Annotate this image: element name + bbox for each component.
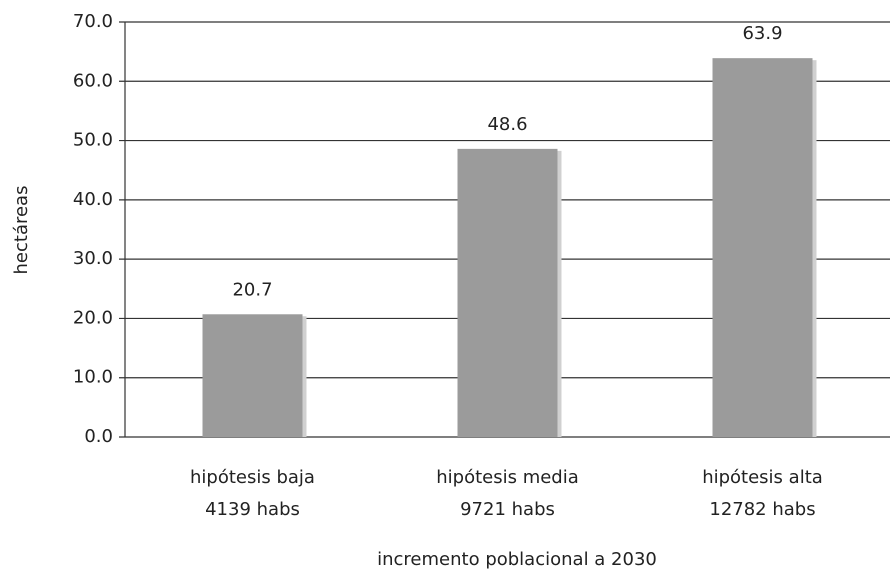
y-tick-label: 50.0 xyxy=(73,130,113,151)
value-label: 63.9 xyxy=(742,23,782,44)
y-tick-label: 20.0 xyxy=(73,307,113,328)
y-tick-label: 40.0 xyxy=(73,189,113,210)
y-tick-label: 70.0 xyxy=(73,11,113,32)
bar xyxy=(712,58,813,438)
y-tick-label: 0.0 xyxy=(84,426,113,447)
x-tick-label: hipótesis baja 4139 habs xyxy=(190,467,315,520)
x-tick-label: hipótesis alta 12782 habs xyxy=(702,467,823,520)
bar xyxy=(457,148,558,437)
y-tick-label: 60.0 xyxy=(73,70,113,91)
value-label: 20.7 xyxy=(232,279,272,300)
x-tick-label: hipótesis media 9721 habs xyxy=(436,467,579,520)
y-tick-label: 30.0 xyxy=(73,248,113,269)
value-label: 48.6 xyxy=(487,114,527,135)
y-tick-label: 10.0 xyxy=(73,367,113,388)
y-axis-title: hectáreas xyxy=(11,186,32,275)
x-axis-title: incremento poblacional a 2030 xyxy=(377,549,657,570)
bar xyxy=(202,314,303,437)
